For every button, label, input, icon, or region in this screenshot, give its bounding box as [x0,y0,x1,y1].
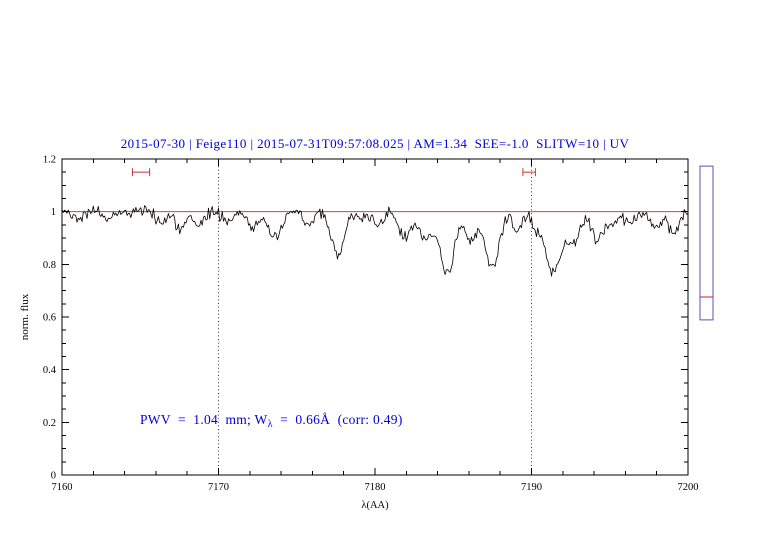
spectrum-line [61,205,689,277]
side-panel-box [699,165,714,321]
y-tick-label: 0 [51,471,56,482]
pwv-annotation-suffix: = 0.66Å (corr: 0.49) [272,412,403,427]
x-tick-label: 7180 [365,482,386,493]
lambda-subscript: λ [267,419,273,430]
y-axis-label: norm. flux [19,293,31,340]
y-tick-label: 0.6 [43,313,56,324]
y-tick-label: 1 [51,207,56,218]
y-tick-label: 1.2 [43,155,56,166]
telluric-interval-markers [131,168,536,177]
x-tick-label: 7200 [678,482,699,493]
plot-title: 2015-07-30 | Feige110 | 2015-07-31T09:57… [120,136,630,151]
vline-group [218,159,532,475]
x-tick-label: 7170 [208,482,229,493]
x-tick-label: 7190 [521,482,542,493]
y-tick-label: 0.8 [43,260,56,271]
axes-frame: 7160 7170 7180 7190 7200 0 0.2 0.4 0.6 0.8 1 1.2 [43,155,699,494]
pwv-annotation: PWV = 1.04 mm; Wλ = 0.66Å (corr: 0.49) [140,412,403,430]
y-tick-label: 0.2 [43,418,56,429]
x-axis-label: λ(AA) [361,500,389,511]
pwv-annotation-prefix: PWV = 1.04 mm; W [140,412,268,427]
axis-labels: λ(AA) norm. flux [19,293,389,511]
side-panel [699,165,714,321]
x-tick-label: 7160 [52,482,73,493]
y-tick-label: 0.4 [43,365,57,376]
